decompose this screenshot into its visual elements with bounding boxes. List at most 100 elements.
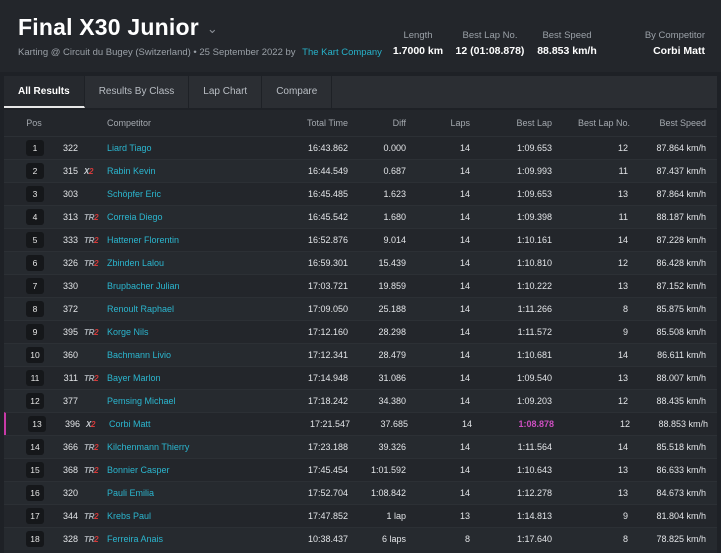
laps: 14 [459,143,470,153]
tab-all-results[interactable]: All Results [4,76,85,108]
col-competitor[interactable]: Competitor [107,118,152,128]
competitor-link[interactable]: Correia Diego [107,212,163,222]
table-row[interactable]: 3 303 Schöpfer Eric 16:45.485 1.623 14 1:09.65… [4,182,717,205]
col-pos[interactable]: Pos [26,118,42,128]
competitor-link[interactable]: Liard Tiago [107,143,152,153]
table-row[interactable]: 9 395 TR2 Korge Nils 17:12.160 28.298 14 1:11.5… [4,320,717,343]
competitor-link[interactable]: Brupbacher Julian [107,281,180,291]
table-body: 1 322 Liard Tiago 16:43.862 0.000 14 1:09.653 1… [4,136,717,550]
total-time: 17:45.454 [307,465,348,475]
stat-best-speed-label: Best Speed [542,30,592,41]
position-cell: 11 [26,367,44,389]
table-row[interactable]: 17 344 TR2 Krebs Paul 17:47.852 1 lap 13 1:14.8… [4,504,717,527]
col-best-lap[interactable]: Best Lap [516,118,552,128]
competitor-link[interactable]: Korge Nils [107,327,149,337]
table-row[interactable]: 14 366 TR2 Kilchenmann Thierry 17:23.188 39.3… [4,435,717,458]
best-speed: 87.437 km/h [656,166,706,176]
laps: 8 [464,534,470,544]
competitor-link[interactable]: Ferreira Anais [107,534,164,544]
stat-best-lap-label: Best Lap No. [462,30,518,41]
col-best-speed[interactable]: Best Speed [659,118,706,128]
total-time: 10:38.437 [307,534,348,544]
table-row[interactable]: 1 322 Liard Tiago 16:43.862 0.000 14 1:09.653 1… [4,136,717,159]
table-row[interactable]: 2 315 X2 Rabin Kevin 16:44.549 0.687 14 1:09.99… [4,159,717,182]
position-badge: 6 [26,255,44,271]
tab-compare[interactable]: Compare [262,76,333,108]
kart-number: 313 [62,212,78,222]
position-cell: 1 [26,137,44,159]
kart-number: 372 [62,304,78,314]
best-lap-no: 12 [617,143,628,153]
competitor-link[interactable]: Schöpfer Eric [107,189,162,199]
col-total-time[interactable]: Total Time [306,118,348,128]
engine-cell: X2 [86,413,106,435]
table-header: Pos Competitor Total Time Diff Laps Best… [4,110,717,136]
table-row[interactable]: 18 328 TR2 Ferreira Anais 10:38.437 6 laps 8 1:… [4,527,717,550]
position-badge: 2 [26,163,44,179]
col-laps[interactable]: Laps [450,118,470,128]
kart-number: 330 [62,281,78,291]
position-cell: 8 [26,298,44,320]
diff: 9.014 [383,235,406,245]
total-time: 17:03.721 [307,281,348,291]
competitor-link[interactable]: Hattener Florentin [107,235,180,245]
competitor-link[interactable]: Rabin Kevin [107,166,156,176]
table-row[interactable]: 11 311 TR2 Bayer Marlon 17:14.948 31.086 14 1:0… [4,366,717,389]
position-badge: 3 [26,186,44,202]
competitor-link[interactable]: Corbi Matt [109,419,151,429]
competitor-link[interactable]: Kilchenmann Thierry [107,442,190,452]
diff: 25.188 [378,304,406,314]
total-time: 17:09.050 [307,304,348,314]
engine-cell [84,344,104,366]
stat-by-competitor-label: By Competitor [644,30,705,41]
position-cell: 16 [26,482,44,504]
total-time: 17:52.704 [307,488,348,498]
organizer-link[interactable]: The Kart Company [302,47,382,58]
best-lap-no: 12 [617,258,628,268]
tab-lap-chart[interactable]: Lap Chart [189,76,263,108]
col-diff[interactable]: Diff [392,118,406,128]
table-row[interactable]: 12 377 Pemsing Michael 17:18.242 34.380 14 1:0… [4,389,717,412]
table-row[interactable]: 8 372 Renoult Raphael 17:09.050 25.188 14 1:11… [4,297,717,320]
engine-cell: TR2 [84,367,104,389]
competitor-link[interactable]: Renoult Raphael [107,304,175,314]
best-speed: 88.435 km/h [656,396,706,406]
engine-cell: TR2 [84,436,104,458]
engine-cell: TR2 [84,459,104,481]
table-row[interactable]: 16 320 Pauli Emilia 17:52.704 1:08.842 14 1:12… [4,481,717,504]
kart-number: 320 [62,488,78,498]
table-row[interactable]: 15 368 TR2 Bonnier Casper 17:45.454 1:01.592 1… [4,458,717,481]
kart-number: 396 [64,419,80,429]
table-row[interactable]: 13 396 X2 Corbi Matt 17:21.547 37.685 14 1:08.8… [4,412,717,435]
position-badge: 7 [26,278,44,294]
tab-results-by-class[interactable]: Results By Class [85,76,190,108]
chevron-down-icon[interactable]: ⌄ [206,21,218,36]
best-speed: 88.187 km/h [656,212,706,222]
competitor-link[interactable]: Pemsing Michael [107,396,176,406]
competitor-link[interactable]: Zbinden Lalou [107,258,165,268]
best-speed: 88.007 km/h [656,373,706,383]
competitor-link[interactable]: Pauli Emilia [107,488,155,498]
competitor-link[interactable]: Bachmann Livio [107,350,172,360]
tr-engine-logo: TR2 [84,465,99,475]
competitor-link[interactable]: Bayer Marlon [107,373,161,383]
col-best-lap-no[interactable]: Best Lap No. [577,118,630,128]
best-speed: 88.853 km/h [658,419,708,429]
table-row[interactable]: 10 360 Bachmann Livio 17:12.341 28.479 14 1:10… [4,343,717,366]
table-row[interactable]: 7 330 Brupbacher Julian 17:03.721 19.859 14 1:… [4,274,717,297]
engine-cell [84,482,104,504]
best-lap: 1:09.653 [516,143,552,153]
table-row[interactable]: 4 313 TR2 Correia Diego 16:45.542 1.680 14 1:09… [4,205,717,228]
table-row[interactable]: 5 333 TR2 Hattener Florentin 16:52.876 9.014 1… [4,228,717,251]
laps: 14 [459,327,470,337]
position-badge: 17 [26,508,44,524]
table-row[interactable]: 6 326 TR2 Zbinden Lalou 16:59.301 15.439 14 1:1… [4,251,717,274]
best-lap: 1:10.681 [516,350,552,360]
competitor-link[interactable]: Krebs Paul [107,511,152,521]
diff: 1:01.592 [370,465,406,475]
competitor-link[interactable]: Bonnier Casper [107,465,170,475]
best-speed: 81.804 km/h [656,511,706,521]
results-table: Pos Competitor Total Time Diff Laps Best… [4,110,717,553]
best-speed: 86.428 km/h [656,258,706,268]
laps: 14 [459,189,470,199]
